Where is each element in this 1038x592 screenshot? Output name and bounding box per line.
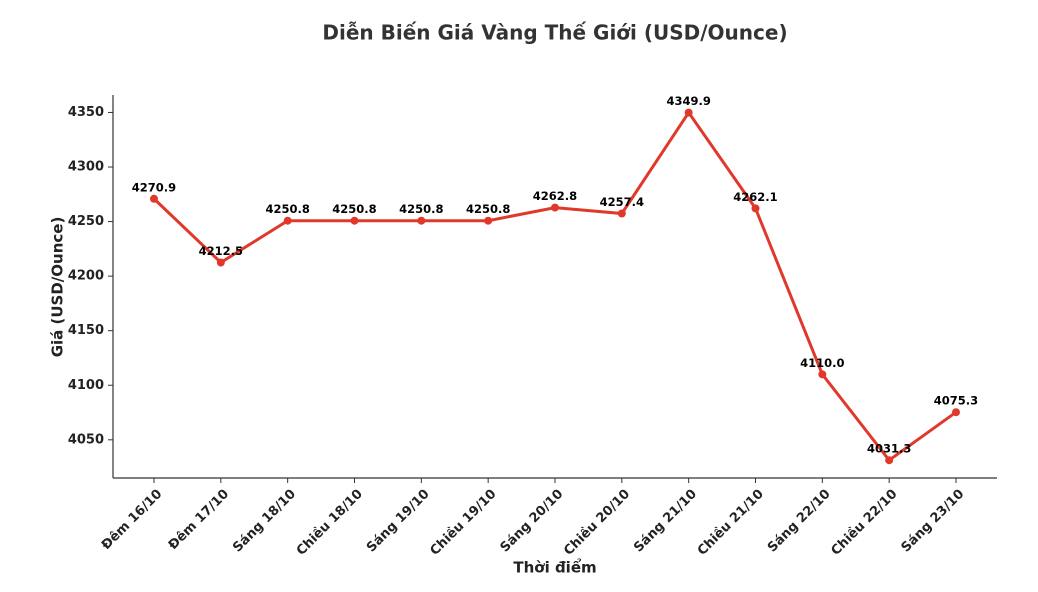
- x-tick-label: Sáng 21/10: [631, 487, 700, 556]
- y-tick-label: 4250: [68, 214, 104, 229]
- x-tick-label: Chiều 20/10: [561, 487, 633, 559]
- point: [818, 370, 827, 379]
- point: [350, 216, 359, 225]
- point: [617, 209, 626, 218]
- x-tick-label: Sáng 22/10: [765, 487, 834, 556]
- point: [751, 204, 760, 213]
- y-tick-label: 4300: [68, 160, 104, 175]
- value-label: 4257.4: [600, 195, 644, 209]
- point: [684, 108, 693, 117]
- value-label: 4262.1: [733, 190, 777, 204]
- value-label: 4031.3: [867, 442, 911, 456]
- y-tick-label: 4050: [68, 432, 104, 447]
- x-tick-label: Chiều 21/10: [695, 487, 767, 559]
- point: [885, 456, 894, 465]
- value-label: 4250.8: [265, 202, 309, 216]
- x-tick-label: Chiều 18/10: [294, 487, 366, 559]
- point: [216, 258, 225, 267]
- value-label: 4212.5: [199, 244, 243, 258]
- x-tick-label: Chiều 22/10: [828, 487, 900, 559]
- point: [484, 216, 493, 225]
- value-label: 4250.8: [466, 202, 510, 216]
- chart-title: Diễn Biến Giá Vàng Thế Giới (USD/Ounce): [322, 21, 787, 45]
- point: [283, 216, 292, 225]
- y-tick-label: 4150: [68, 323, 104, 338]
- value-label: 4349.9: [666, 94, 710, 108]
- value-label: 4250.8: [399, 202, 443, 216]
- point: [150, 194, 158, 203]
- y-tick-label: 4100: [68, 378, 104, 393]
- x-axis-label: Thời điểm: [513, 558, 596, 577]
- x-tick-label: Chiều 19/10: [427, 487, 499, 559]
- y-tick-label: 4200: [68, 269, 104, 284]
- y-axis-label: Giá (USD/Ounce): [49, 217, 67, 358]
- x-tick-label: Đêm 17/10: [166, 487, 232, 553]
- x-tick-label: Sáng 19/10: [364, 487, 433, 556]
- value-label: 4270.9: [132, 180, 176, 194]
- x-tick-label: Đêm 16/10: [99, 487, 165, 553]
- value-label: 4250.8: [332, 202, 376, 216]
- x-tick-label: Sáng 18/10: [230, 487, 299, 556]
- x-tick-label: Sáng 23/10: [899, 487, 968, 556]
- value-label: 4262.8: [533, 189, 577, 203]
- point: [551, 203, 559, 212]
- x-tick-label: Sáng 20/10: [498, 487, 567, 556]
- point: [417, 216, 426, 225]
- y-tick-label: 4350: [68, 105, 104, 120]
- value-label: 4110.0: [800, 356, 844, 370]
- value-label: 4075.3: [934, 394, 978, 408]
- line: [152, 109, 957, 463]
- point: [952, 408, 960, 417]
